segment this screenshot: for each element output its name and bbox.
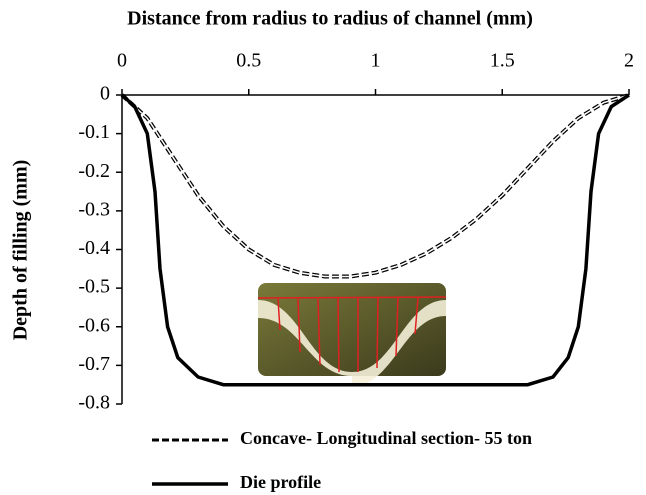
y-tick-label: -0.1 bbox=[78, 121, 110, 143]
y-tick-label: -0.6 bbox=[78, 314, 110, 336]
series-line-outline bbox=[120, 93, 630, 279]
legend-label: Die profile bbox=[240, 472, 321, 492]
x-tick-label: 0.5 bbox=[236, 50, 261, 72]
inset-photo bbox=[257, 283, 447, 386]
x-axis-label: Distance from radius to radius of channe… bbox=[127, 8, 533, 30]
y-tick-label: -0.8 bbox=[78, 392, 110, 414]
x-tick-label: 2 bbox=[624, 50, 634, 72]
series-line bbox=[120, 93, 630, 387]
x-tick-label: 1.5 bbox=[490, 50, 515, 72]
y-tick-label: -0.5 bbox=[78, 276, 110, 298]
x-tick-label: 0 bbox=[117, 50, 127, 72]
x-tick-label: 1 bbox=[371, 50, 381, 72]
y-tick-label: -0.7 bbox=[78, 353, 110, 375]
y-axis-label: Depth of filling (mm) bbox=[10, 160, 32, 341]
y-tick-label: 0 bbox=[100, 83, 110, 105]
y-tick-label: -0.3 bbox=[78, 198, 110, 220]
y-tick-label: -0.2 bbox=[78, 160, 110, 182]
series-line-core bbox=[121, 94, 630, 278]
legend-label: Concave- Longitudinal section- 55 ton bbox=[240, 428, 532, 448]
y-tick-label: -0.4 bbox=[78, 237, 110, 259]
